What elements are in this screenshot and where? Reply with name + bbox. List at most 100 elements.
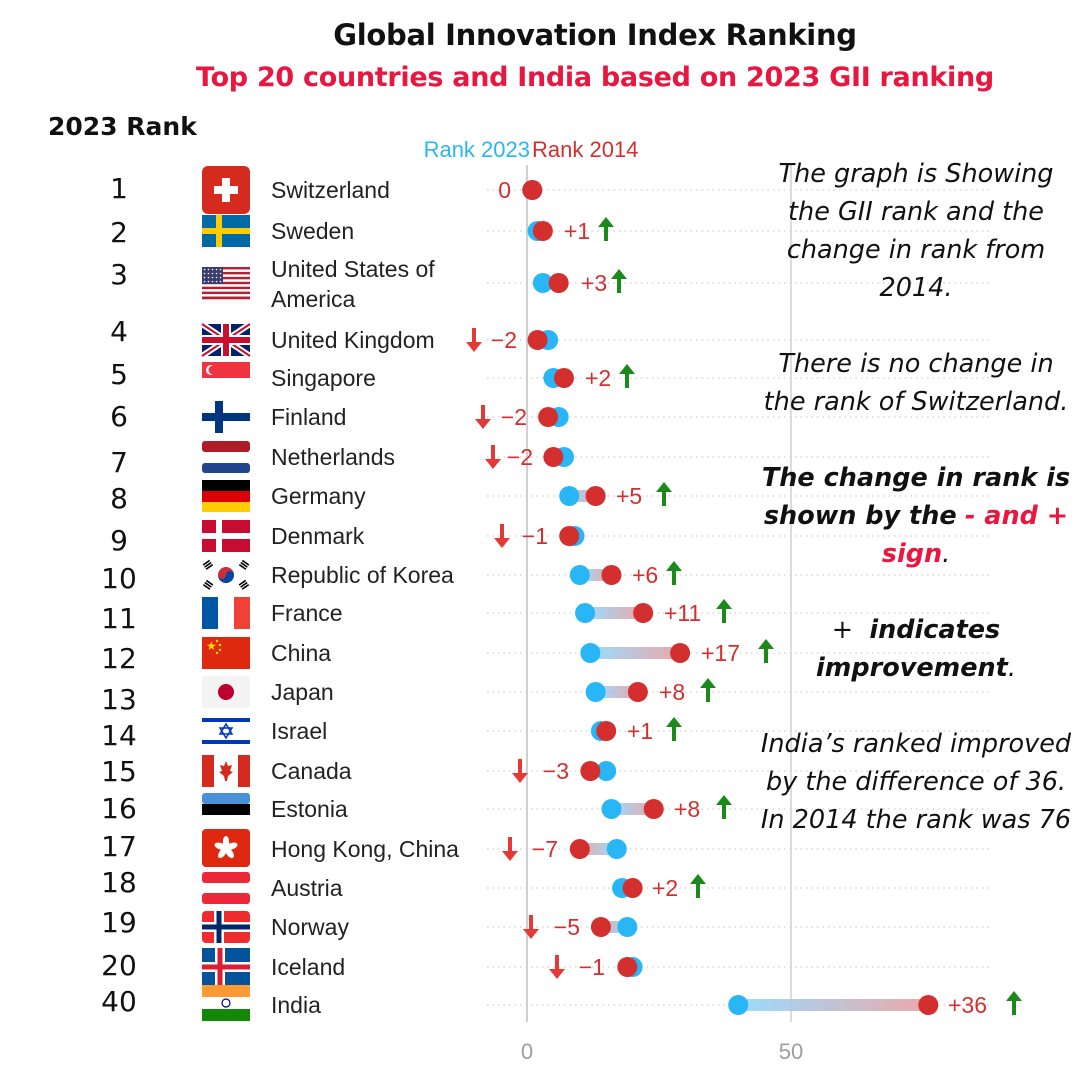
note-improvement: + indicates improvement. <box>760 611 1072 687</box>
rank-change-label: 0 <box>498 177 511 203</box>
switzerland-flag <box>202 166 250 214</box>
rank-2023-point <box>580 643 601 663</box>
rank-change-label: +2 <box>585 365 611 391</box>
legend-rank-2014: Rank 2014 <box>532 137 638 162</box>
note-sign-explanation: The change in rank is shown by the - and… <box>760 459 1072 573</box>
rank-2023-point <box>585 682 606 702</box>
rank-2023-point <box>569 565 590 585</box>
rank-2014-point <box>590 917 611 937</box>
up-arrow-icon <box>666 561 682 585</box>
note-plus-sign: + <box>831 615 854 645</box>
rank-number: 9 <box>110 524 128 557</box>
down-arrow-icon <box>502 837 518 861</box>
rank-change-label: +6 <box>632 562 658 588</box>
rank-column-header: 2023 Rank <box>48 112 197 141</box>
up-arrow-icon <box>619 364 635 388</box>
up-arrow-icon <box>1006 991 1022 1015</box>
rank-change-label: +2 <box>652 875 678 901</box>
rank-2014-point <box>601 565 622 585</box>
rank-2023-point <box>596 761 617 781</box>
rank-2014-point <box>596 721 617 741</box>
down-arrow-icon <box>475 405 491 429</box>
austria-flag <box>202 872 250 904</box>
norway-flag <box>202 911 250 943</box>
down-arrow-icon <box>512 759 528 783</box>
up-arrow-icon <box>598 217 614 241</box>
rank-change-label: −2 <box>491 327 517 353</box>
rank-2014-point <box>559 526 580 546</box>
rank-2014-point <box>532 221 553 241</box>
up-arrow-icon <box>758 639 774 663</box>
chart-subtitle: Top 20 countries and India based on 2023… <box>196 62 994 93</box>
rank-2014-point <box>633 603 654 623</box>
rank-change-label: −5 <box>554 914 580 940</box>
country-label: Israel <box>271 718 327 744</box>
country-label: China <box>271 640 331 666</box>
rank-change-label: +17 <box>701 640 740 666</box>
country-label: Denmark <box>271 523 365 549</box>
rank-number: 15 <box>101 755 137 788</box>
up-arrow-icon <box>656 482 672 506</box>
israel-flag <box>202 715 250 747</box>
down-arrow-icon <box>494 524 510 548</box>
rank-change-label: +3 <box>581 270 607 296</box>
rank-change-label: +8 <box>674 796 700 822</box>
rank-change-label: +1 <box>564 218 590 244</box>
rank-2014-point <box>569 839 590 859</box>
rank-number: 8 <box>110 482 128 515</box>
country-label: Finland <box>271 404 346 430</box>
rank-number: 6 <box>110 400 128 433</box>
x-tick-label: 50 <box>779 1039 803 1064</box>
rank-change-label: −1 <box>522 523 548 549</box>
china-flag: ★ <box>202 637 250 669</box>
svg-text:★: ★ <box>206 639 217 653</box>
up-arrow-icon <box>666 717 682 741</box>
rank-2023-point <box>601 799 622 819</box>
rank-2023-point <box>728 995 749 1015</box>
rank-2023-point <box>617 917 638 937</box>
legend-rank-2023: Rank 2023 <box>424 137 530 162</box>
rank-change-label: +36 <box>948 992 987 1018</box>
country-label: Austria <box>271 875 343 901</box>
rank-2014-point <box>538 407 559 427</box>
rank-number: 3 <box>110 258 128 291</box>
up-arrow-icon <box>716 599 732 623</box>
country-label: Singapore <box>271 365 376 391</box>
rank-number: 2 <box>110 216 128 249</box>
finland-flag <box>202 401 250 433</box>
rank-number: 1 <box>110 172 128 205</box>
rank-2023-point <box>532 273 553 293</box>
germany-flag <box>202 480 250 512</box>
rank-2023-point <box>575 603 596 623</box>
rank-2014-point <box>548 273 569 293</box>
country-label: United States of America <box>271 256 435 312</box>
note-graph-description: The graph is Showing the GII rank and th… <box>778 159 1054 303</box>
rank-change-label: +8 <box>659 679 685 705</box>
country-label: Hong Kong, China <box>271 836 459 862</box>
rank-number: 17 <box>101 830 137 863</box>
rank-change-connector <box>585 607 644 619</box>
note-improvement-end: . <box>1007 653 1016 683</box>
up-arrow-icon <box>716 795 732 819</box>
note-india: India’s ranked improved by the differenc… <box>760 729 1072 835</box>
up-arrow-icon <box>690 874 706 898</box>
country-label: Canada <box>271 758 352 784</box>
rank-2014-point <box>670 643 691 663</box>
country-label: Republic of Korea <box>271 562 454 588</box>
rank-change-label: +5 <box>616 483 642 509</box>
canada-flag <box>202 755 250 787</box>
iceland-flag <box>202 948 250 986</box>
rank-2014-point <box>553 368 574 388</box>
rank-2014-point <box>622 878 643 898</box>
rank-change-label: −7 <box>532 836 558 862</box>
rank-change-connector <box>590 647 681 659</box>
country-label: Norway <box>271 914 349 940</box>
rank-number: 16 <box>101 792 137 825</box>
rank-2014-point <box>580 761 601 781</box>
country-label: France <box>271 600 343 626</box>
down-arrow-icon <box>523 915 539 939</box>
note-switzerland: There is no change in the rank of Switze… <box>763 349 1069 417</box>
chart-title: Global Innovation Index Ranking <box>333 18 857 52</box>
rank-number: 4 <box>110 315 128 348</box>
